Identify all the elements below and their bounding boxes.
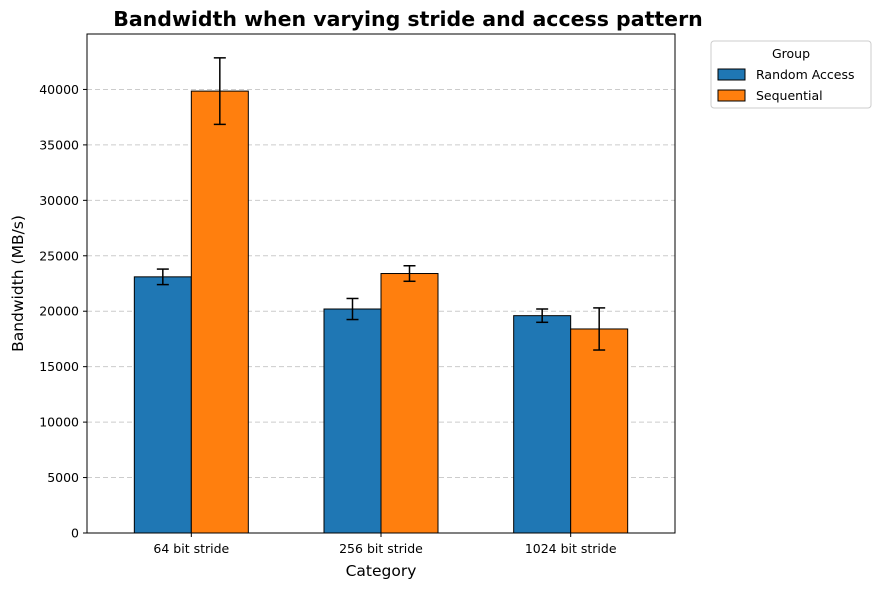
- y-tick-label: 10000: [39, 415, 79, 430]
- x-tick-label: 64 bit stride: [153, 541, 229, 556]
- y-tick-label: 30000: [39, 193, 79, 208]
- y-tick-label: 15000: [39, 359, 79, 374]
- legend-label: Random Access: [756, 67, 855, 82]
- bar: [570, 328, 629, 534]
- x-axis: 64 bit stride 256 bit stride 1024 bit stri…: [153, 533, 617, 556]
- bar: [190, 90, 249, 534]
- bar: [323, 308, 382, 534]
- y-axis: 0 5000 10000 15000 20000 25000 30000 35000 40000: [39, 82, 87, 541]
- chart-title: Bandwidth when varying stride and access…: [113, 7, 703, 31]
- error-bars: [156, 57, 606, 351]
- y-tick-label: 25000: [39, 248, 79, 263]
- x-axis-title: Category: [346, 562, 417, 580]
- legend-swatch: [717, 89, 746, 102]
- legend-label: Sequential: [756, 88, 823, 103]
- y-tick-label: 20000: [39, 304, 79, 319]
- bar: [513, 315, 572, 534]
- y-tick-label: 5000: [47, 470, 79, 485]
- legend-title: Group: [772, 46, 810, 61]
- legend-items: Random Access Sequential: [717, 67, 855, 103]
- bar: [380, 273, 439, 534]
- legend-box: [710, 40, 872, 109]
- x-tick-label: 1024 bit stride: [525, 541, 617, 556]
- bar: [133, 276, 192, 534]
- legend-swatch: [717, 68, 746, 81]
- bars: [133, 90, 629, 534]
- y-tick-label: 0: [71, 526, 79, 541]
- legend: Group Random Access Sequential: [710, 40, 872, 109]
- y-tick-label: 40000: [39, 82, 79, 97]
- y-axis-title: Bandwidth (MB/s): [9, 215, 27, 352]
- y-tick-label: 35000: [39, 137, 79, 152]
- x-tick-label: 256 bit stride: [339, 541, 423, 556]
